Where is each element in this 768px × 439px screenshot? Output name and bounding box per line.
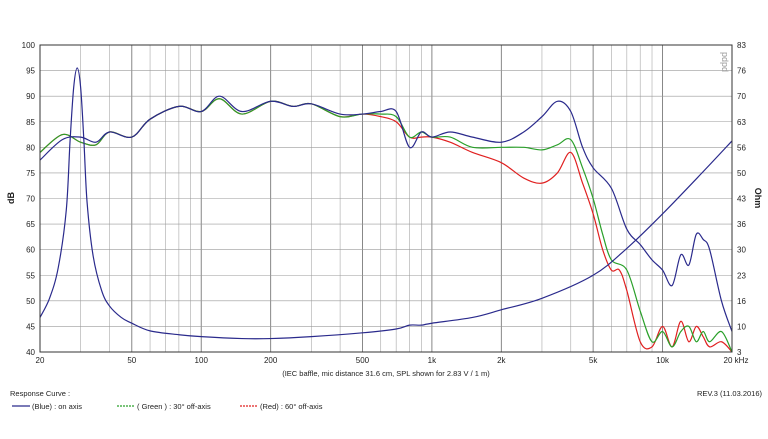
legend-label-green: ( Green ) : 30° off-axis (137, 402, 211, 411)
y-tick-label-left: 65 (26, 220, 35, 229)
grid (40, 45, 732, 352)
y-tick-label-right: 16 (737, 297, 746, 306)
x-tick-label: 20 kHz (724, 356, 749, 365)
y-tick-label-left: 100 (22, 41, 36, 50)
y-tick-label-right: 36 (737, 220, 746, 229)
revision-label: REV.3 (11.03.2016) (697, 389, 763, 398)
y-tick-label-right: 83 (737, 41, 746, 50)
y-tick-label-left: 90 (26, 92, 35, 101)
y-tick-label-right: 63 (737, 118, 746, 127)
y-tick-label-right: 56 (737, 143, 746, 152)
legend-entry-red: (Red) : 60° off-axis (240, 402, 323, 411)
x-tick-label: 10k (656, 356, 670, 365)
chart-caption: (IEC baffle, mic distance 31.6 cm, SPL s… (282, 369, 490, 378)
x-tick-label: 5k (589, 356, 598, 365)
x-tick-label: 100 (195, 356, 209, 365)
tick-labels: 40 45 50 55 60 65 70 75 80 85 90 95 100 3 10 16 23 30 36 43… (22, 41, 749, 365)
watermark: pdpd (720, 52, 730, 72)
y-tick-label-left: 45 (26, 322, 35, 331)
y-tick-label-left: 40 (26, 348, 35, 357)
y-tick-label-right: 23 (737, 271, 746, 280)
y-tick-label-left: 70 (26, 195, 35, 204)
legend-label-red: (Red) : 60° off-axis (260, 402, 323, 411)
legend-title: Response Curve : (10, 389, 70, 398)
right-axis-title: Ohm (753, 188, 763, 209)
y-tick-label-left: 85 (26, 118, 35, 127)
y-tick-label-right: 50 (737, 169, 746, 178)
series-on-axis-spl (39, 95, 733, 332)
y-tick-label-left: 80 (26, 143, 35, 152)
y-tick-label-left: 75 (26, 169, 35, 178)
x-tick-label: 1k (428, 356, 437, 365)
x-tick-label: 50 (127, 356, 136, 365)
plot-frame (39, 44, 733, 353)
legend-entry-green: ( Green ) : 30° off-axis (117, 402, 211, 411)
series-layer (39, 67, 733, 353)
x-tick-label: 500 (356, 356, 370, 365)
legend-entry-blue: (Blue) : on axis (12, 402, 82, 411)
y-tick-label-left: 55 (26, 271, 35, 280)
x-tick-label: 2k (497, 356, 506, 365)
y-tick-label-left: 60 (26, 246, 35, 255)
y-tick-label-right: 10 (737, 322, 746, 331)
y-tick-label-right: 43 (737, 195, 746, 204)
x-tick-label: 200 (264, 356, 278, 365)
series-impedance (39, 67, 733, 340)
y-tick-label-left: 95 (26, 67, 35, 76)
left-axis-title: dB (6, 192, 16, 204)
y-tick-label-right: 3 (737, 348, 742, 357)
y-tick-label-right: 76 (737, 67, 746, 76)
y-tick-label-right: 30 (737, 246, 746, 255)
x-tick-label: 20 (36, 356, 45, 365)
y-tick-label-right: 70 (737, 92, 746, 101)
legend-label-blue: (Blue) : on axis (32, 402, 82, 411)
y-tick-label-left: 50 (26, 297, 35, 306)
